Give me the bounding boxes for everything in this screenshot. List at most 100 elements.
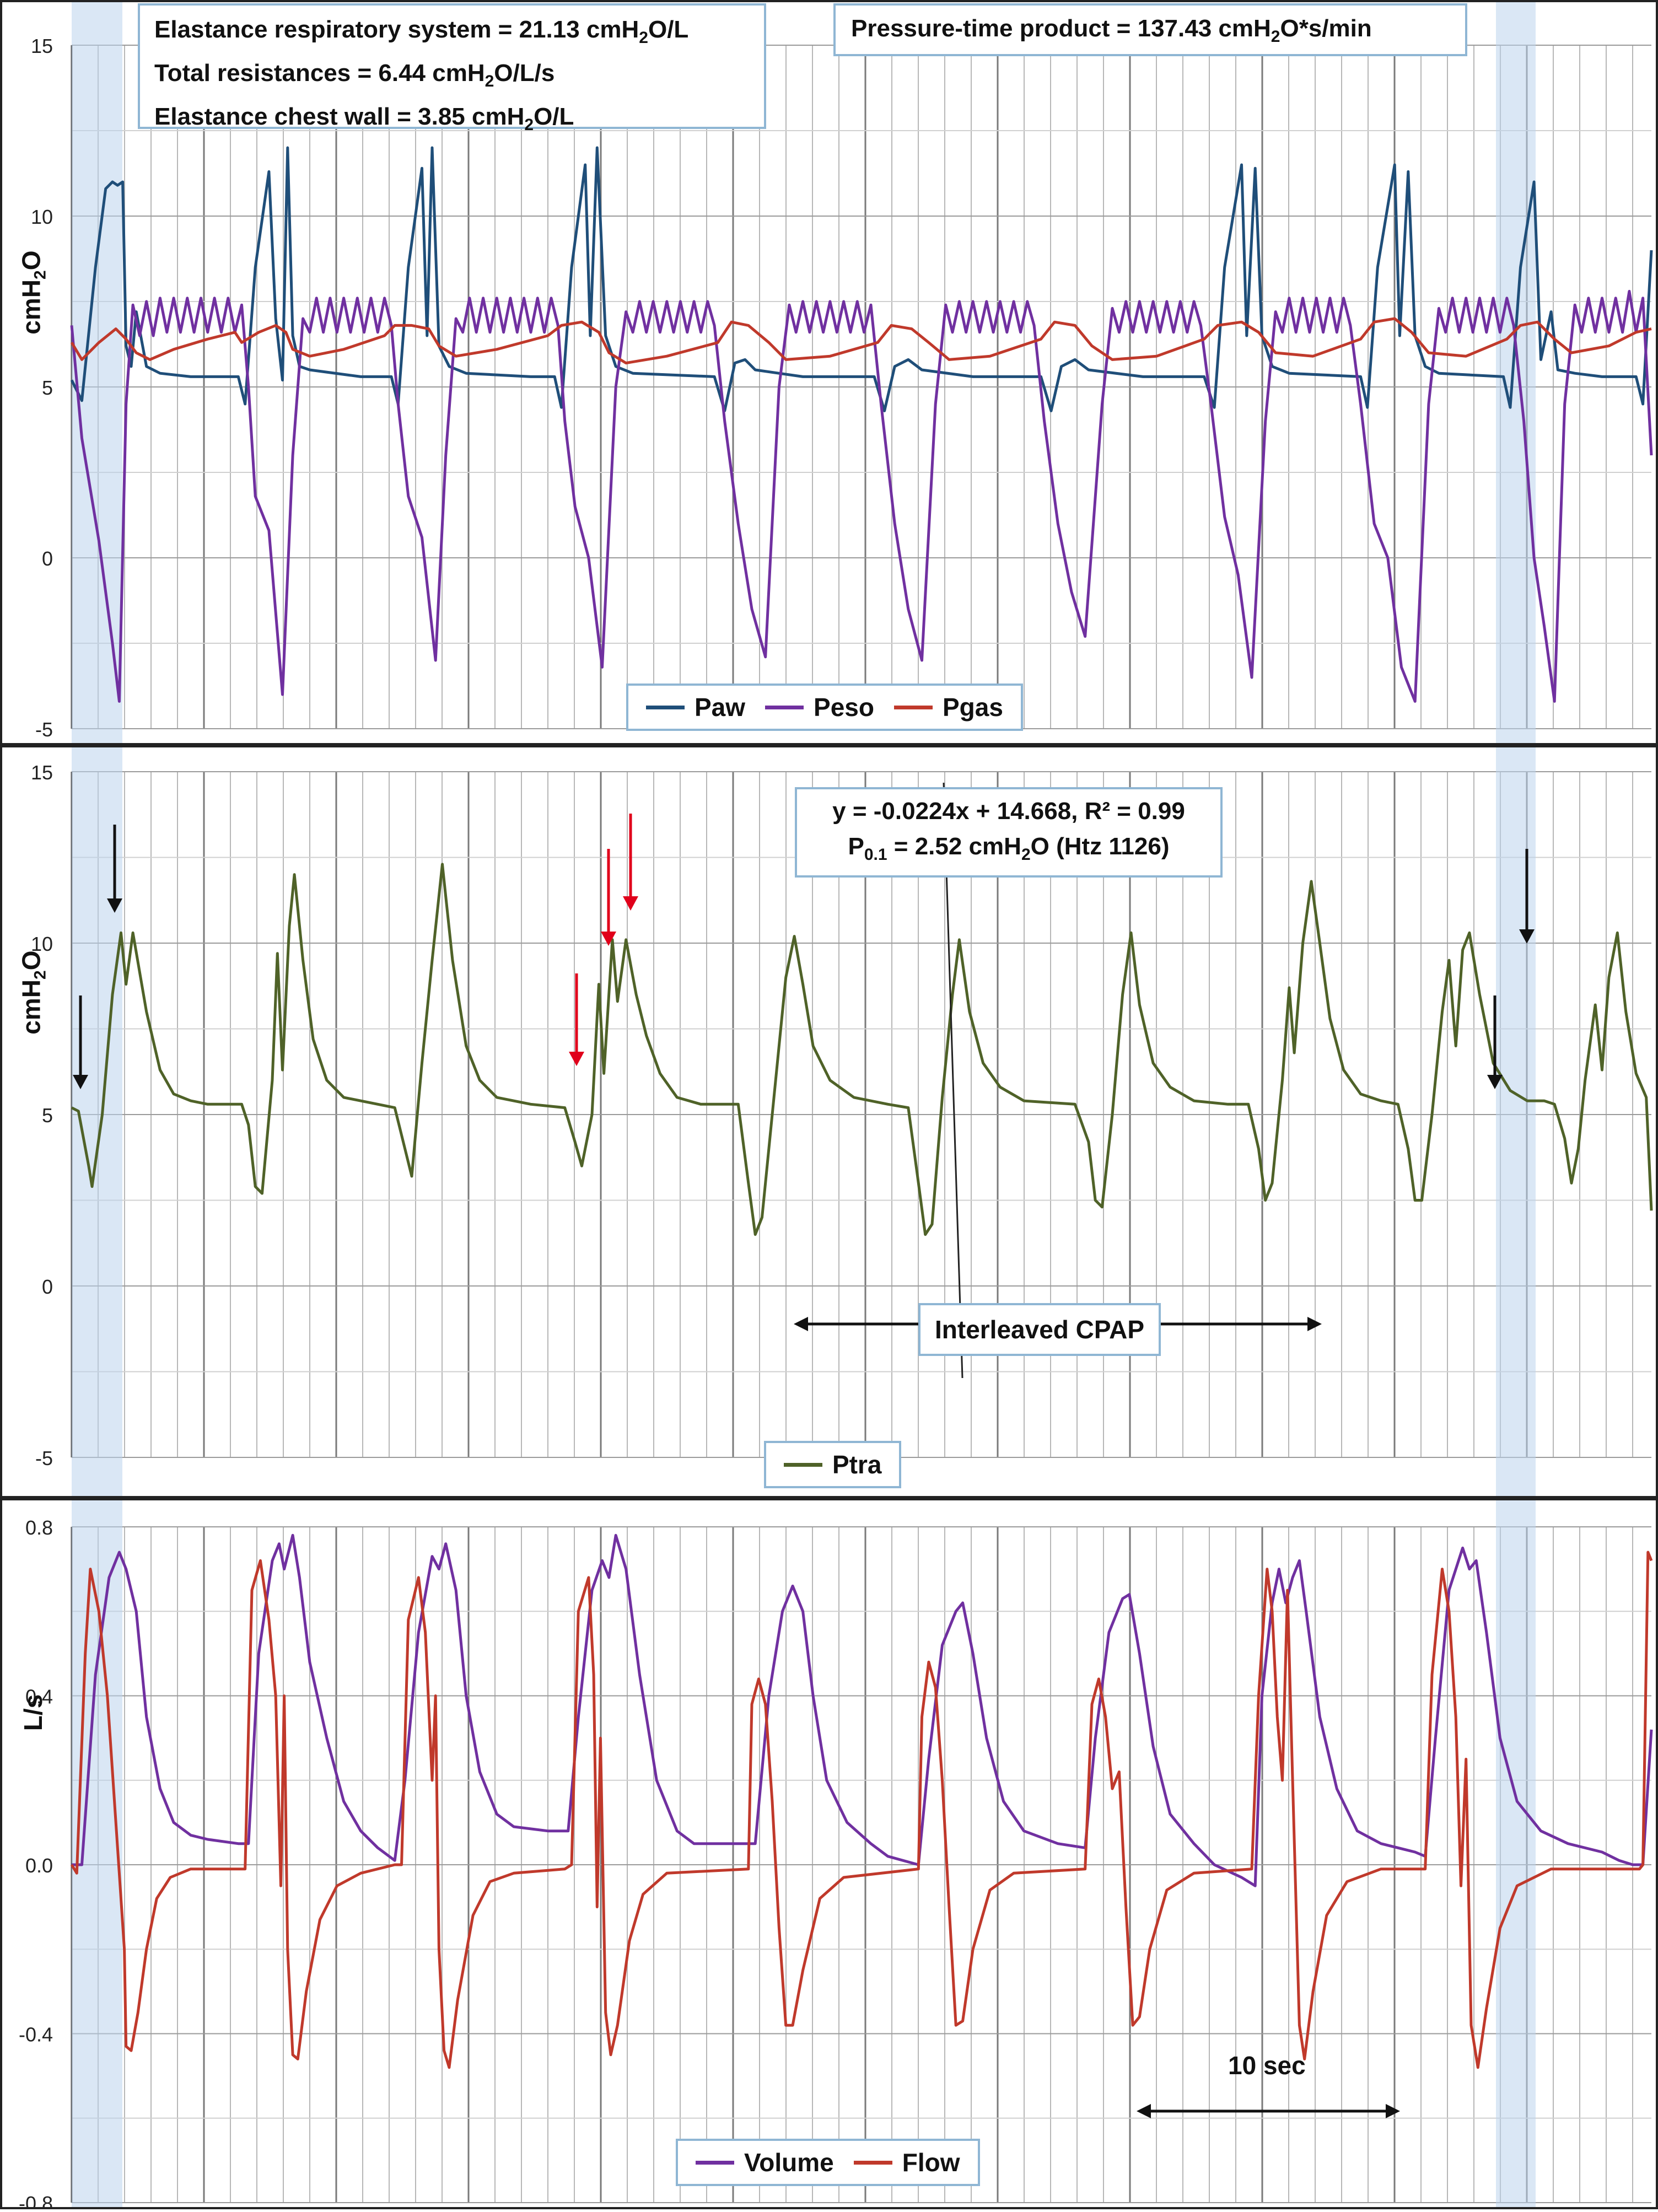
panel-frame [0, 1498, 1658, 2209]
series-line-flow [70, 1551, 1653, 2069]
y-tick-label: -0.4 [19, 2023, 53, 2046]
y-tick-label: -5 [35, 1447, 53, 1470]
top-y-title-tail: O [17, 250, 46, 271]
ten-sec-arrow-head-left [1137, 2104, 1151, 2118]
regression-box: y = -0.0224x + 14.668, R² = 0.99 P0.1 = … [795, 787, 1223, 878]
ten-sec-label: 10 sec [1228, 2051, 1306, 2080]
top-y-title-main: cmH [17, 279, 46, 335]
y-tick-label: 0 [42, 547, 53, 570]
middle-legend: Ptra [764, 1441, 902, 1488]
legend-swatch-paw [646, 705, 685, 709]
y-tick-label: -0.8 [19, 2192, 53, 2209]
series-line-pgas [70, 317, 1652, 365]
ptp-info-box: Pressure-time product = 137.43 cmH2O*s/m… [833, 3, 1467, 56]
series-line-paw [70, 146, 1653, 412]
series-line-volume [72, 1533, 1653, 1887]
ptp-suffix: O*s/min [1280, 15, 1372, 42]
p01-text: P0.1 = 2.52 cmH2O (Htz 1126) [806, 829, 1212, 873]
ptp-text: Pressure-time product = 137.43 cmH2O*s/m… [851, 11, 1450, 55]
highlight-band [1496, 1500, 1536, 2207]
legend-swatch-peso [765, 705, 804, 709]
red-arrow-head [569, 1052, 584, 1066]
red-arrow-head [601, 932, 616, 946]
interleaved-cpap-label: Interleaved CPAP [918, 1303, 1161, 1356]
ten-sec-arrow-head-right [1386, 2104, 1400, 2118]
interleaved-cpap-arrow-head-right [1307, 1317, 1322, 1331]
legend-label-volume: Volume [744, 2148, 834, 2177]
legend-item-peso: Peso [765, 692, 874, 722]
p01-suffix: O (Htz 1126) [1030, 833, 1170, 860]
p01-subscript: 0.1 [864, 845, 887, 864]
regression-equation: y = -0.0224x + 14.668, R² = 0.99 [832, 798, 1185, 825]
y-tick-label: 10 [31, 206, 53, 228]
black-arrow-head [1487, 1075, 1503, 1089]
highlight-band [72, 1500, 122, 2207]
y-tick-label: 0.8 [25, 1516, 53, 1539]
legend-label-pgas: Pgas [943, 693, 1003, 722]
interleaved-cpap-arrow-head-left [794, 1317, 808, 1331]
middle-y-title: cmH2O [16, 938, 50, 1048]
legend-label-paw: Paw [695, 693, 746, 722]
highlight-band [1496, 747, 1536, 1496]
highlight-band [1496, 2, 1536, 743]
regression-line [943, 782, 963, 1379]
elastance-rs-suffix: O/L [648, 16, 689, 43]
y-tick-label: 15 [31, 35, 53, 57]
series-line-ptra [71, 863, 1653, 1236]
legend-label-peso: Peso [814, 693, 874, 722]
legend-label-ptra: Ptra [832, 1450, 882, 1479]
y-tick-label: -5 [35, 718, 53, 741]
y-tick-label: 0.0 [25, 1854, 53, 1877]
y-tick-label: 5 [42, 1104, 53, 1127]
top-legend: Paw Peso Pgas [626, 683, 1023, 731]
p01-prefix: P [848, 833, 864, 860]
p01-subscript-2: 2 [1021, 845, 1031, 864]
subscript-2: 2 [485, 72, 494, 90]
elastance-cw-suffix: O/L [534, 103, 574, 130]
series-line-peso [70, 289, 1653, 703]
legend-swatch-volume [696, 2160, 734, 2165]
legend-item-ptra: Ptra [784, 1450, 881, 1479]
y-tick-label: 0 [42, 1275, 53, 1298]
legend-item-pgas: Pgas [894, 692, 1003, 722]
y-tick-label: 15 [31, 761, 53, 784]
ptp-prefix: Pressure-time product = 137.43 cmH [851, 15, 1271, 42]
elastance-cw-prefix: Elastance chest wall = 3.85 cmH [154, 103, 525, 130]
legend-item-flow: Flow [853, 2148, 960, 2177]
black-arrow-head [73, 1075, 88, 1089]
middle-y-title-main: cmH [17, 979, 46, 1035]
top-y-title: cmH2O [16, 238, 50, 348]
p01-mid: = 2.52 cmH [887, 833, 1021, 860]
bottom-y-title: L/s [19, 1694, 47, 1731]
elastance-rs-prefix: Elastance respiratory system = 21.13 cmH [154, 16, 639, 43]
y-tick-label: 0.4 [25, 1686, 53, 1708]
subscript-2: 2 [1271, 27, 1280, 46]
black-arrow-head [1519, 929, 1535, 944]
resistance-suffix: O/L/s [494, 59, 555, 87]
black-arrow-head [107, 898, 122, 913]
legend-label-flow: Flow [902, 2148, 960, 2177]
middle-y-title-tail: O [17, 950, 46, 971]
y-tick-label: 10 [31, 933, 53, 955]
panel-bottom: -0.8 -0.4 0.0 0.4 0.8 [0, 1498, 1658, 2212]
legend-swatch-flow [853, 2160, 892, 2165]
middle-y-title-sub: 2 [31, 970, 50, 979]
red-arrow-head [623, 896, 638, 911]
subscript-2: 2 [524, 115, 534, 134]
bottom-legend: Volume Flow [676, 2139, 980, 2186]
top-y-title-sub: 2 [31, 270, 50, 279]
subscript-2: 2 [639, 28, 648, 47]
legend-swatch-pgas [894, 705, 933, 709]
y-tick-label: 5 [42, 376, 53, 399]
elastance-rs-text: Elastance respiratory system = 21.13 cmH… [154, 12, 750, 56]
mechanics-info-box: Elastance respiratory system = 21.13 cmH… [138, 3, 766, 133]
legend-item-volume: Volume [696, 2148, 834, 2177]
resistance-prefix: Total resistances = 6.44 cmH [154, 59, 485, 87]
resistance-text: Total resistances = 6.44 cmH2O/L/s [154, 56, 750, 99]
legend-swatch-ptra [784, 1462, 822, 1467]
legend-item-paw: Paw [646, 692, 745, 722]
elastance-cw-text: Elastance chest wall = 3.85 cmH2O/L [154, 99, 750, 143]
highlight-band [72, 2, 122, 743]
